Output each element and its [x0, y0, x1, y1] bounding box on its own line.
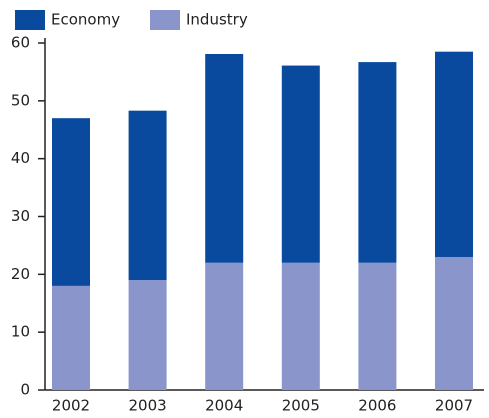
bar-segment: [358, 62, 397, 263]
bar-segment: [435, 256, 473, 390]
bar-segment: [281, 65, 320, 263]
x-tick-label: 2005: [282, 397, 320, 415]
x-tick-label: 2002: [52, 397, 90, 415]
y-tick-label: 30: [11, 207, 30, 225]
bar-segment: [205, 262, 244, 390]
y-tick-label: 40: [11, 149, 30, 167]
legend-swatch: [15, 10, 45, 30]
y-tick-label: 0: [20, 381, 30, 399]
bar-segment: [52, 118, 90, 286]
bar-segment: [435, 51, 473, 257]
bar-segment: [128, 280, 167, 390]
bar-segment: [128, 110, 167, 281]
legend-swatch: [150, 10, 180, 30]
x-tick-label: 2003: [129, 397, 167, 415]
legend-label: Economy: [51, 11, 120, 29]
bar-segment: [358, 262, 397, 390]
legend-label: Industry: [186, 11, 248, 29]
bar-segment: [205, 53, 244, 263]
bar-segment: [52, 285, 90, 390]
y-tick-label: 50: [11, 91, 30, 109]
y-tick-label: 20: [11, 265, 30, 283]
y-tick-label: 60: [11, 34, 30, 52]
x-tick-label: 2007: [435, 397, 473, 415]
y-tick-label: 10: [11, 323, 30, 341]
x-tick-label: 2006: [358, 397, 396, 415]
x-tick-label: 2004: [205, 397, 243, 415]
bar-segment: [281, 262, 320, 390]
